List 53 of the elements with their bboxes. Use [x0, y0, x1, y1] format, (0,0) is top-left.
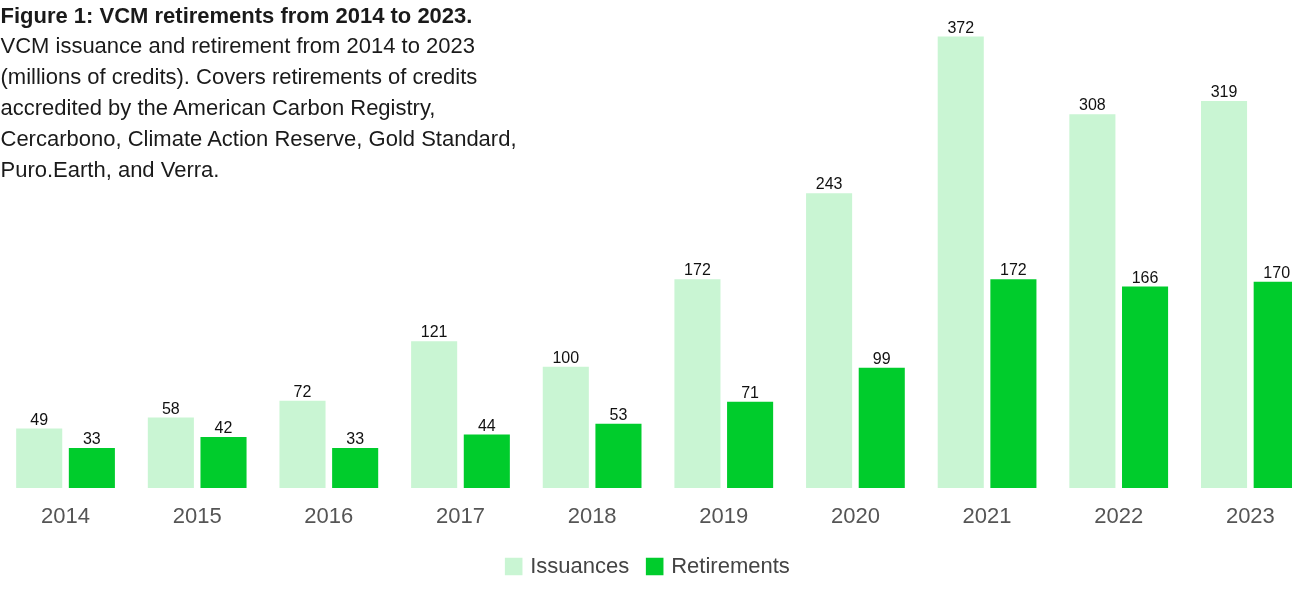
bar [200, 437, 247, 488]
data-label: 33 [82, 429, 101, 447]
data-label: 33 [346, 429, 365, 447]
data-label: 71 [741, 383, 760, 401]
data-label: 100 [552, 348, 580, 366]
legend-label: Retirements [671, 553, 790, 579]
bar [1201, 100, 1248, 488]
bar [16, 428, 63, 488]
data-label: 319 [1210, 82, 1238, 100]
bar [68, 447, 115, 488]
data-label: 172 [1000, 261, 1027, 279]
x-tick-label: 2020 [830, 503, 880, 528]
data-label: 99 [872, 349, 891, 367]
data-label: 58 [161, 399, 180, 417]
bar [279, 400, 326, 488]
data-label: 121 [420, 323, 448, 341]
bar [990, 279, 1037, 488]
bar [727, 401, 774, 488]
data-label: 372 [947, 18, 975, 36]
x-tick-label: 2016 [304, 503, 354, 528]
legend-label: Issuances [530, 553, 630, 579]
bar [411, 341, 458, 488]
data-label: 170 [1263, 263, 1291, 281]
bar [674, 279, 721, 488]
chart-title: Figure 1: VCM retirements from 2014 to 2023. [0, 2, 473, 28]
bar [542, 366, 589, 488]
data-label: 166 [1131, 268, 1159, 286]
data-label: 172 [684, 261, 711, 279]
bar [595, 423, 642, 488]
x-tick-label: 2017 [436, 503, 485, 528]
data-label: 72 [293, 382, 312, 400]
bar [1122, 286, 1169, 488]
data-label: 42 [214, 419, 233, 437]
x-tick-label: 2022 [1094, 503, 1144, 528]
bar [332, 447, 379, 488]
x-tick-label: 2018 [567, 503, 617, 528]
data-label: 49 [30, 410, 49, 428]
x-tick-label: 2015 [172, 503, 222, 528]
bar [1069, 114, 1116, 488]
x-tick-label: 2014 [41, 503, 91, 528]
data-label: 44 [477, 416, 496, 434]
x-tick-label: 2019 [699, 503, 749, 528]
bar [463, 434, 510, 488]
x-tick-label: 2021 [962, 503, 1012, 528]
data-label: 243 [815, 175, 843, 193]
data-label: 308 [1079, 96, 1106, 114]
x-tick-label: 2023 [1225, 503, 1275, 528]
bar [858, 367, 905, 488]
bar [147, 417, 194, 488]
bar [806, 193, 853, 488]
text: VCM issuance and retirement from 2014 to 2023 (millions of credits). Covers retirements of credits accredited by the American Carbon Registry, Cercarbono, Climate Action Reserve, Gold Standard, Puro.Earth, and Verra. [0, 32, 517, 182]
data-label: 53 [609, 405, 628, 423]
bar [937, 36, 984, 488]
